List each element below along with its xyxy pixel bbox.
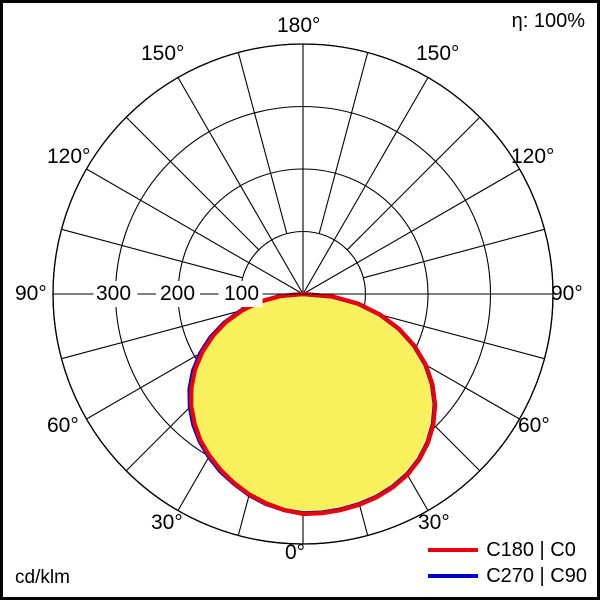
legend-item-c270-c90: C270 | C90 [428, 563, 587, 589]
legend-swatch-red-icon [428, 548, 479, 552]
angle-label-120-left: 120° [47, 145, 91, 168]
angle-label-120-right: 120° [511, 145, 555, 168]
polar-plot-svg [52, 43, 554, 545]
angle-label-180: 180° [277, 14, 321, 37]
angle-label-60-right: 60° [518, 414, 550, 437]
angle-label-90-left: 90° [15, 282, 47, 305]
angle-label-150-right: 150° [416, 42, 460, 65]
legend-label-c270-c90: C270 | C90 [486, 564, 587, 587]
angle-label-60-left: 60° [47, 414, 79, 437]
radial-tick-100: 100 [224, 282, 260, 305]
legend-label-c180-c0: C180 | C0 [486, 538, 576, 561]
unit-label: cd/klm [15, 567, 70, 588]
angle-label-90-right: 90° [551, 282, 583, 305]
angle-label-30-left: 30° [151, 511, 183, 534]
efficiency-label: η: 100% [511, 10, 585, 32]
radial-tick-300: 300 [96, 282, 132, 305]
legend-item-c180-c0: C180 | C0 [428, 537, 587, 563]
angle-label-30-right: 30° [418, 511, 450, 534]
angle-label-0: 0° [285, 541, 306, 564]
legend-swatch-blue-icon [428, 574, 479, 578]
legend: C180 | C0 C270 | C90 [428, 537, 587, 589]
radial-tick-200: 200 [160, 282, 196, 305]
angle-label-150-left: 150° [141, 42, 185, 65]
